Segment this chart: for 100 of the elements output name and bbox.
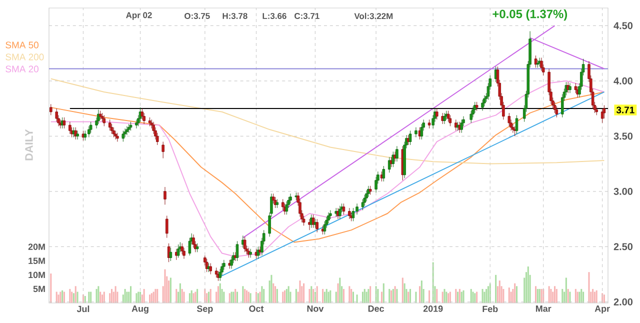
candlestick [408,130,412,146]
candlestick [116,132,119,142]
candlestick [205,258,208,272]
text: SMA 200 [6,54,44,60]
candlestick [365,190,368,202]
candlestick [540,57,543,72]
annotation: O:3.75 [184,13,210,19]
candlestick [89,122,92,134]
candlestick [148,117,152,126]
candlestick [176,244,180,258]
y2-tick-label: 10M [28,272,45,278]
candlestick [112,127,116,138]
candlestick [553,102,556,114]
candlestick [272,193,275,204]
candlestick [276,198,279,208]
candlestick [342,203,346,215]
candlestick [68,122,72,134]
candlestick [126,126,128,136]
candlestick [363,194,366,206]
candlestick [230,256,233,269]
candlestick [88,126,90,138]
y2-tick-label: 15M [28,258,45,264]
candlestick [214,267,218,278]
x-tick-label: 2019 [423,306,443,312]
candlestick [338,206,342,220]
x-tick-label: Oct [249,306,264,312]
candlestick [414,127,418,138]
candlestick [316,218,318,233]
candlestick [129,122,132,131]
line-series [50,78,605,164]
candlestick [243,236,246,252]
candlestick [602,104,606,119]
candlestick [470,110,472,124]
candlestick [84,130,87,141]
candlestick [352,208,355,222]
annotation: Apr 02 [126,12,152,20]
annotation: C:3.71 [294,13,320,19]
x-tick-label: Nov [307,306,324,312]
candlestick [368,186,372,195]
candlestick [76,130,79,140]
candlestick [209,262,212,275]
candlestick [114,130,117,140]
candlestick [108,119,112,131]
x-tick-label: Jul [76,306,90,312]
candlestick [382,166,386,182]
candlestick [367,186,370,198]
y2-tick-label: 5M [33,286,45,292]
text: 3.71 [616,106,634,114]
y-tick-label: 3.50 [614,132,633,140]
candlestick [110,124,114,134]
candlestick [512,124,514,134]
candlestick [600,108,604,124]
y-tick-label: 3.00 [614,188,633,195]
candlestick [460,119,463,134]
text: SMA 50 [6,42,38,48]
x-tick-label: Feb [482,306,498,312]
y2-tick-label: 20M [28,244,45,250]
candlestick [443,112,446,124]
candlestick [100,112,104,122]
candlestick [127,124,130,134]
candlestick [228,260,232,269]
candlestick [483,95,486,107]
candlestick [124,128,126,138]
annotation: Vol:3.22M [354,12,393,20]
candlestick [574,82,578,94]
candlestick [329,210,332,220]
y-tick-label: 4.50 [614,22,633,30]
candlestick [568,82,572,94]
annotation: H:3.78 [222,13,248,19]
candlestick [428,119,431,129]
annotation: L:3.66 [262,13,286,19]
candlestick [285,201,288,215]
candlestick [336,208,340,220]
annotation: +0.05 (1.37%) [492,9,568,21]
candlestick [97,109,100,124]
x-tick-label: Aug [132,306,148,314]
candlestick [122,130,125,142]
candlestick [196,243,199,252]
candlestick [102,114,106,126]
candlestick [188,238,192,256]
candlestick [62,117,66,129]
y-tick-label: 2.50 [614,243,633,250]
candlestick [98,110,102,120]
candlestick [555,106,558,118]
text: SMA 20 [6,66,38,72]
candlestick [242,235,244,248]
candlestick [142,112,146,124]
candlestick [420,124,424,140]
candlestick [192,234,195,248]
x-tick-label: Sep [196,306,213,314]
candlestick [481,99,484,111]
candlestick [323,220,326,235]
candlestick [182,248,186,260]
y-tick-label: 4.00 [614,77,633,84]
candlestick [55,108,58,122]
x-tick-label: Apr [594,306,610,314]
candlestick [169,248,172,262]
candlestick [475,102,478,111]
candlestick [396,146,398,162]
candlestick [50,104,52,116]
